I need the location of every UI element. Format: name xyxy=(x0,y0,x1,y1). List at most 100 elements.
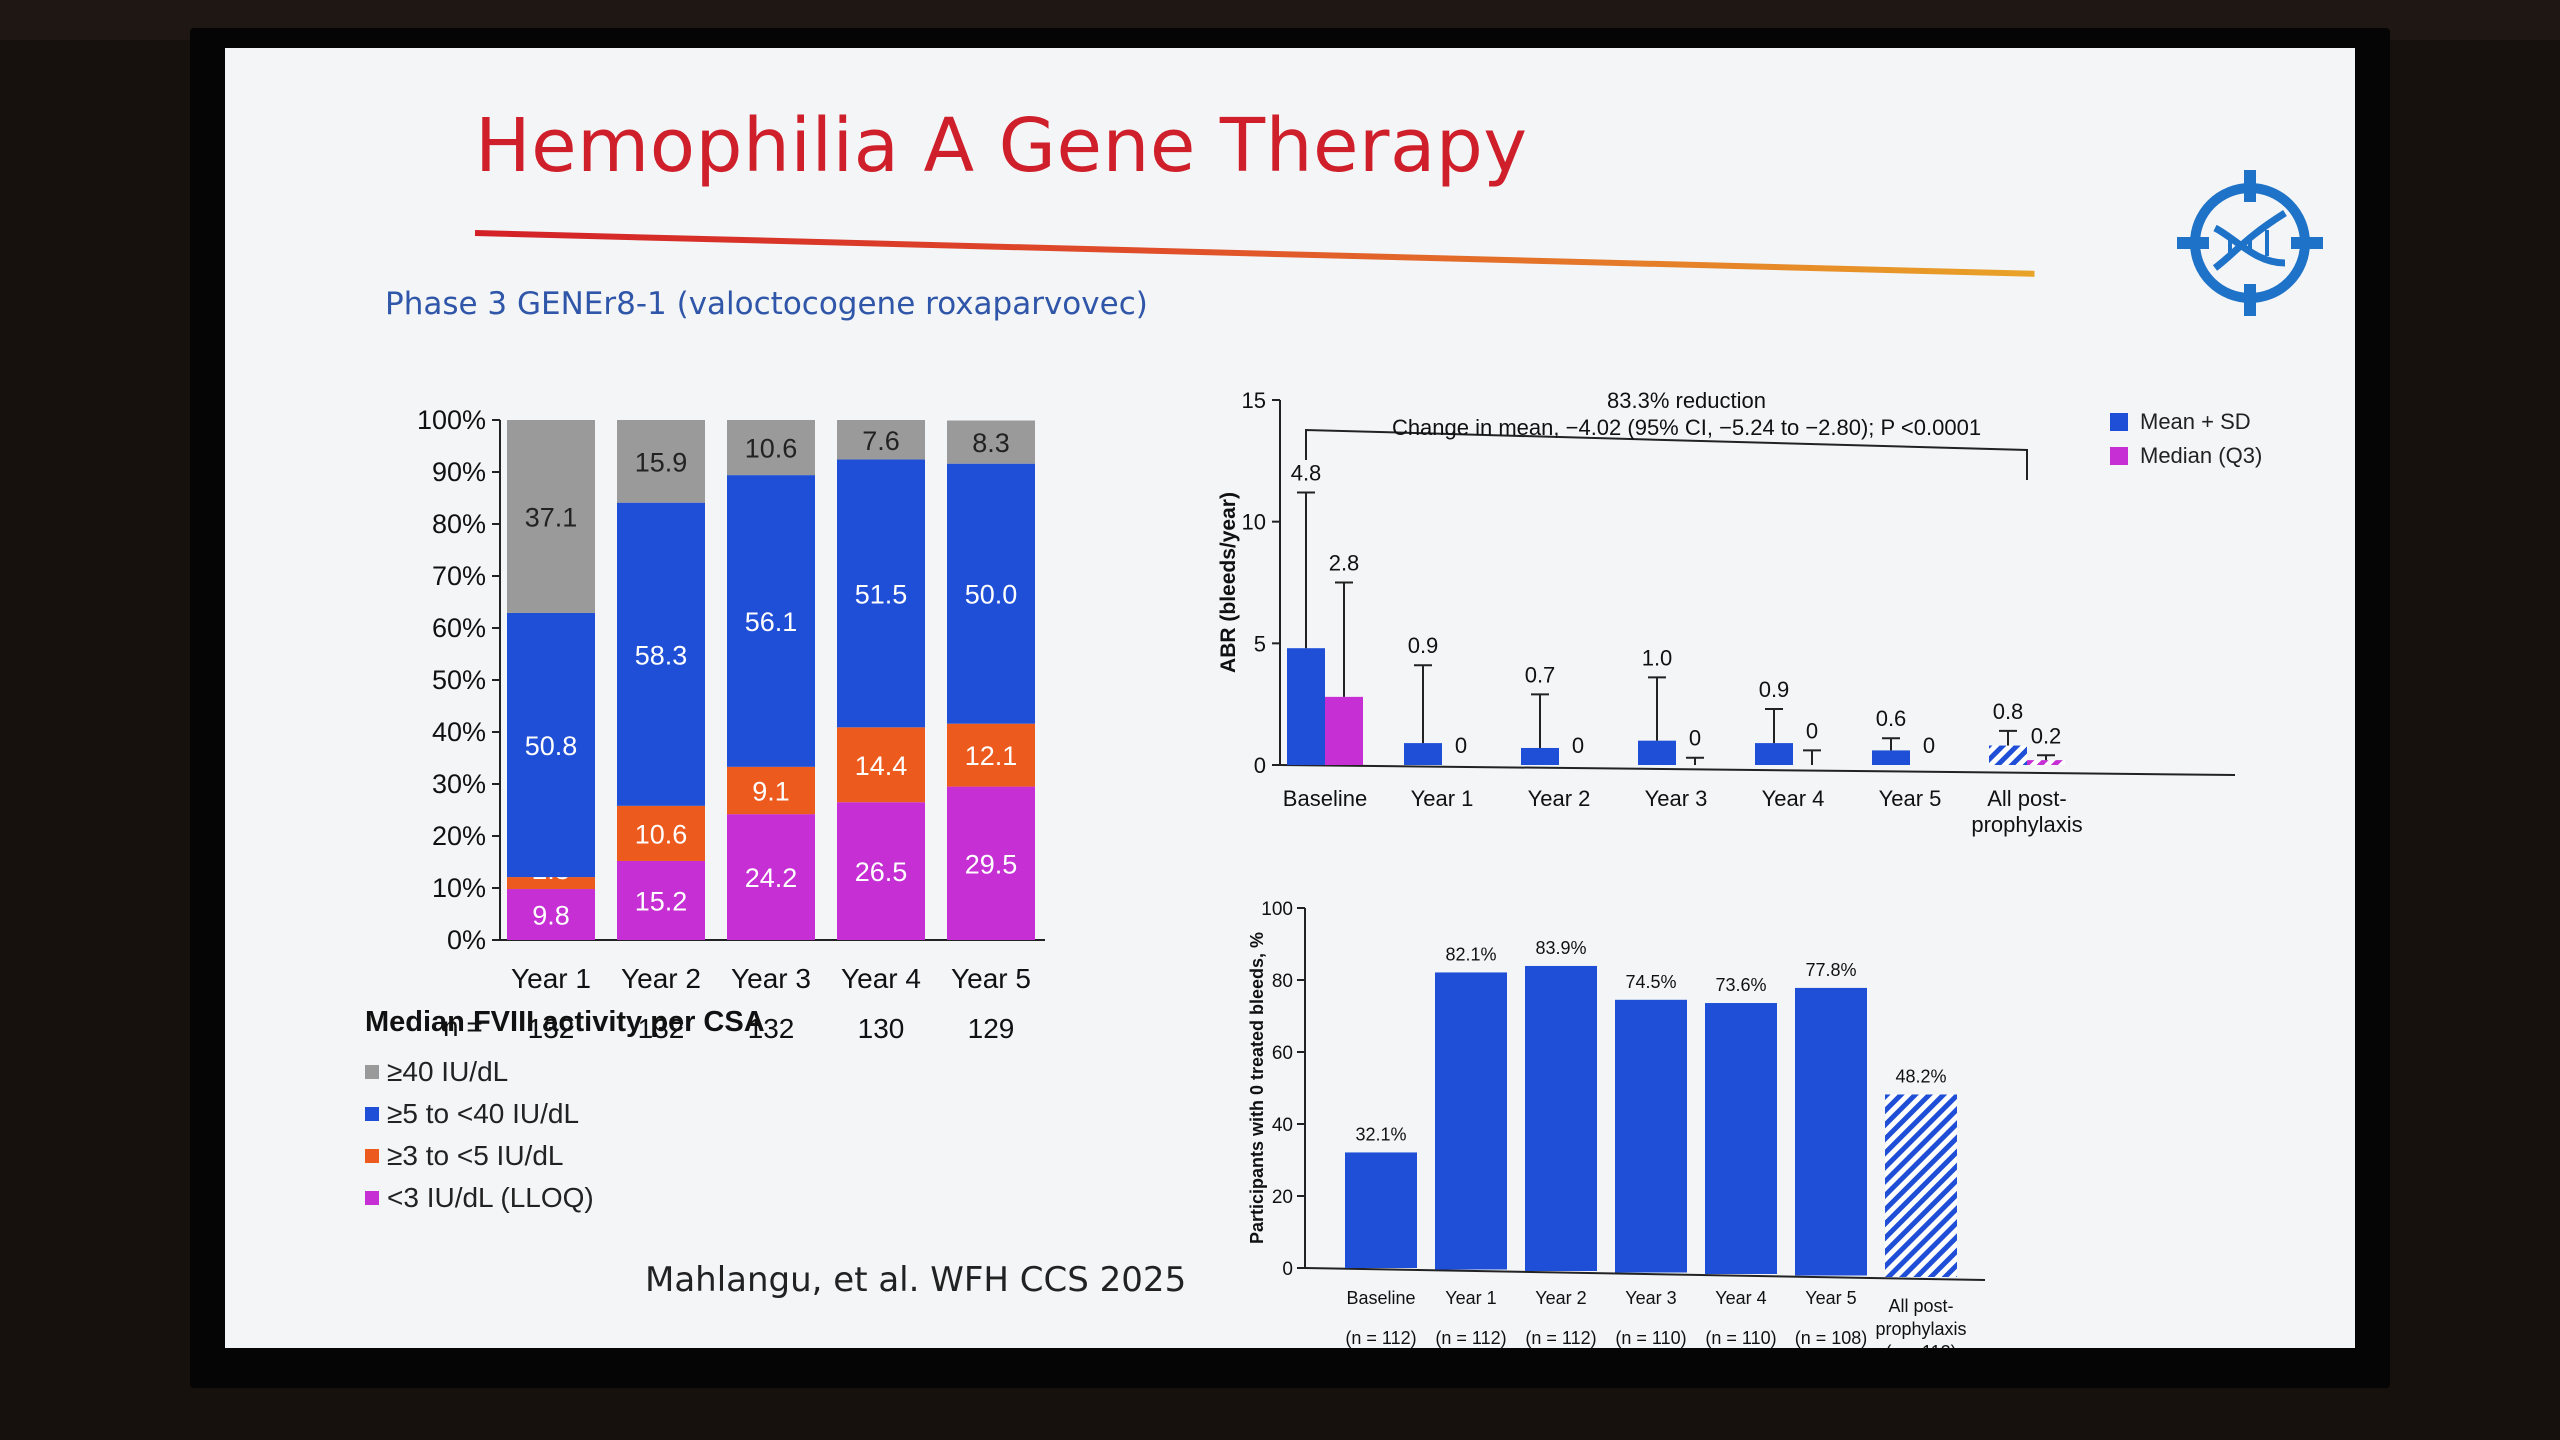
legend-item: ≥5 to <40 IU/dL xyxy=(365,1093,765,1135)
data-label: 4.8 xyxy=(1291,460,1322,485)
bar xyxy=(1435,972,1507,1270)
x-tick-label: All post- xyxy=(1987,786,2066,811)
comparison-bracket xyxy=(1305,428,2028,480)
bar-segment xyxy=(507,612,595,878)
x-tick-label: Year 5 xyxy=(1805,1288,1856,1308)
legend-label: Median (Q3) xyxy=(2140,443,2263,468)
data-label: 48.2% xyxy=(1895,1066,1946,1086)
data-label: 0.6 xyxy=(1876,706,1907,731)
legend-swatch xyxy=(365,1107,379,1121)
x-tick-label: Year 2 xyxy=(1528,786,1591,811)
bar-segment xyxy=(727,420,815,476)
bar-segment xyxy=(947,786,1035,940)
bar xyxy=(1638,740,1676,765)
x-tick-label: Year 5 xyxy=(1879,786,1942,811)
data-label: 77.8% xyxy=(1805,960,1856,980)
bar xyxy=(2027,760,2065,765)
data-label: 0 xyxy=(1923,733,1935,758)
dna-target-icon xyxy=(2177,170,2323,316)
y-tick-label: 0 xyxy=(1282,1259,1293,1280)
x-tick-label: Year 3 xyxy=(1645,786,1708,811)
legend-label: ≥5 to <40 IU/dL xyxy=(387,1098,580,1129)
bar xyxy=(1885,1094,1957,1277)
zero-bleeds-bar-chart: 0 20 40 60 80 100 Participants with 0 treated … xyxy=(1247,899,1986,1348)
bar-segment xyxy=(837,420,925,460)
data-label: 26.5 xyxy=(855,857,908,887)
data-label: 50.8 xyxy=(525,731,578,761)
slide-subtitle: Phase 3 GENEr8-1 (valoctocogene roxaparv… xyxy=(385,286,1148,322)
bar-segment xyxy=(837,727,925,803)
data-label: 2.8 xyxy=(1329,551,1360,576)
n-label: 132 xyxy=(748,1013,795,1044)
bracket-label-1: 83.3% reduction xyxy=(1607,388,1766,413)
y-tick-label: 5 xyxy=(1254,631,1266,656)
data-label: 0.9 xyxy=(1759,677,1790,702)
data-label: 0.7 xyxy=(1525,662,1556,687)
y-tick-label: 100 xyxy=(1261,899,1293,920)
data-label: 9.8 xyxy=(532,901,570,931)
legend-item: <3 IU/dL (LLOQ) xyxy=(365,1177,765,1219)
data-label: 83.9% xyxy=(1535,938,1586,958)
n-label: (n = 110) xyxy=(1705,1328,1776,1348)
legend-title: Median FVIII activity per CSA xyxy=(365,1006,765,1038)
bar-segment xyxy=(947,723,1035,787)
data-label: 0 xyxy=(1689,726,1701,751)
y-tick-label: 80 xyxy=(1272,971,1293,992)
bar xyxy=(1345,1152,1417,1268)
n-label: 132 xyxy=(528,1013,575,1044)
data-label: 15.9 xyxy=(635,447,688,477)
bar-segment xyxy=(837,802,925,940)
bar xyxy=(1525,965,1597,1271)
legend-swatch xyxy=(2110,413,2128,431)
y-tick-label: 90% xyxy=(432,457,486,487)
x-tick-label: Year 1 xyxy=(1445,1288,1496,1308)
legend-item: Mean + SD xyxy=(2110,405,2262,439)
citation: Mahlangu, et al. WFH CCS 2025 xyxy=(645,1260,1187,1300)
n-label: (n = 108) xyxy=(1795,1328,1868,1348)
x-tick-label: Year 1 xyxy=(1411,786,1474,811)
bar xyxy=(1404,743,1442,765)
data-label: 50.0 xyxy=(965,580,1018,610)
x-tick-label: Year 3 xyxy=(1625,1288,1676,1308)
data-label: 15.2 xyxy=(635,886,688,916)
n-label: (n = 112) xyxy=(1345,1328,1416,1348)
x-tick-label: prophylaxis xyxy=(1875,1319,1966,1339)
data-label: 74.5% xyxy=(1625,972,1676,992)
legend-item: ≥40 IU/dL xyxy=(365,1051,765,1093)
bar-segment xyxy=(617,502,705,806)
bar xyxy=(1795,987,1867,1276)
legend-swatch xyxy=(365,1191,379,1205)
data-label: 32.1% xyxy=(1355,1124,1406,1144)
bar-segment xyxy=(507,877,595,890)
legend-label: ≥40 IU/dL xyxy=(387,1056,509,1087)
x-tick-label: All post- xyxy=(1888,1296,1953,1316)
x-tick-label: Year 4 xyxy=(1715,1288,1766,1308)
legend-label: Mean + SD xyxy=(2140,409,2251,434)
title-underline xyxy=(474,230,2035,277)
bracket-label-2: Change in mean, −4.02 (95% CI, −5.24 to … xyxy=(1392,415,1981,440)
legend-swatch xyxy=(365,1149,379,1163)
y-tick-label: 40% xyxy=(432,717,486,747)
data-label: 37.1 xyxy=(525,502,578,532)
y-tick-label: 20% xyxy=(432,821,486,851)
data-label: 56.1 xyxy=(745,607,798,637)
y-tick-label: 80% xyxy=(432,509,486,539)
data-label: 0 xyxy=(1572,733,1584,758)
legend-item: ≥3 to <5 IU/dL xyxy=(365,1135,765,1177)
bar xyxy=(1287,648,1325,765)
slide: Hemophilia A Gene Therapy Phase 3 GENEr8… xyxy=(225,48,2355,1348)
data-label: 29.5 xyxy=(965,849,1018,879)
bar-segment xyxy=(617,420,705,503)
data-label: 10.6 xyxy=(635,819,688,849)
x-tick-label: Year 1 xyxy=(511,963,591,994)
x-tick-label: Year 2 xyxy=(1535,1288,1586,1308)
data-label: 0.8 xyxy=(1993,699,2024,724)
legend-swatch xyxy=(365,1065,379,1079)
data-label: 73.6% xyxy=(1715,975,1766,995)
slide-title: Hemophilia A Gene Therapy xyxy=(475,103,1528,189)
data-label: 14.4 xyxy=(855,751,908,781)
x-tick-label: Year 4 xyxy=(1762,786,1825,811)
x-axis xyxy=(1304,1267,1986,1281)
bar-segment xyxy=(947,420,1035,464)
